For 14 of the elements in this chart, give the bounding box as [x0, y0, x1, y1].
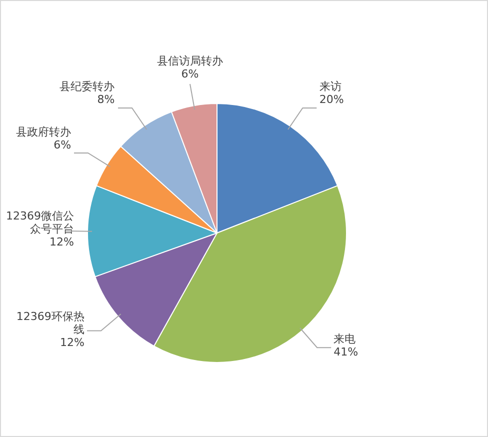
slice-label: 县信访局转办 — [156, 54, 223, 68]
data-label: 6% — [181, 67, 199, 80]
data-label: 6% — [54, 138, 72, 152]
data-label: 12% — [60, 336, 84, 349]
slice-label: 来访 — [319, 80, 342, 94]
data-label: 41% — [334, 345, 358, 358]
data-label: 12% — [50, 236, 74, 249]
slice-label: 12369微信公众号平台 — [6, 210, 74, 236]
data-label: 20% — [319, 93, 344, 106]
slice-label: 来电 — [334, 332, 356, 346]
slice-label: 县政府转办 — [16, 126, 72, 139]
slice-label: 12369环保热线 — [16, 310, 84, 336]
data-label: 8% — [97, 93, 115, 106]
slice-label: 县纪委转办 — [60, 80, 115, 94]
